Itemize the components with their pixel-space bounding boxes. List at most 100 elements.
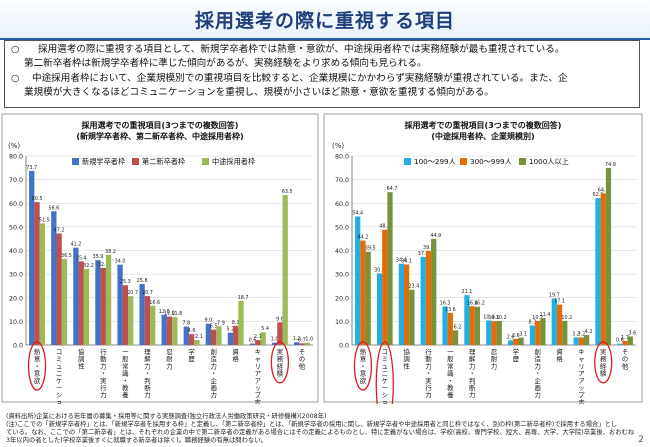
data-label: 21.1 xyxy=(461,289,472,295)
data-label: 10.1 xyxy=(489,315,500,321)
data-label: 39.8 xyxy=(423,245,434,251)
bar xyxy=(194,340,200,345)
data-label: 2.1 xyxy=(254,334,262,340)
x-tick-label: 協調性 xyxy=(403,347,410,370)
data-label: 16.6 xyxy=(149,300,160,306)
x-tick-label: 一般常識・教養 xyxy=(447,348,454,399)
bar xyxy=(496,320,502,345)
y-tick-label: 40.0 xyxy=(9,248,23,255)
data-label: 10.4 xyxy=(483,314,494,320)
data-label: 30.3 xyxy=(374,267,385,273)
bar xyxy=(56,233,62,345)
x-tick-label: 熱意・意欲 xyxy=(34,347,41,385)
bar xyxy=(535,320,541,345)
x-tick-label: 学歴 xyxy=(513,347,520,363)
data-label: 7.9 xyxy=(217,320,225,326)
y-tick-label: 60.0 xyxy=(9,201,23,208)
bar xyxy=(139,284,145,345)
bar xyxy=(117,264,123,345)
bar xyxy=(452,330,459,345)
x-tick-label: 実務経験 xyxy=(277,347,284,378)
page-title: 採用選考の際に重視する項目 xyxy=(194,10,455,32)
bar xyxy=(376,273,383,345)
x-tick-label: 行動力・実行力 xyxy=(100,347,107,399)
bar xyxy=(562,320,568,345)
x-tick-label: 学歴 xyxy=(188,347,195,363)
data-label: 62.2 xyxy=(593,192,604,198)
bar xyxy=(83,268,90,345)
data-label: 1.7 xyxy=(621,335,629,341)
bar xyxy=(39,223,45,345)
y-tick-label: 0.0 xyxy=(339,343,349,350)
data-label: 5.4 xyxy=(261,326,269,332)
data-label: 74.9 xyxy=(605,162,616,168)
data-label: 34.0 xyxy=(115,259,126,265)
data-label: 23.4 xyxy=(408,284,419,290)
data-label: 39.5 xyxy=(365,246,376,252)
bar xyxy=(486,320,492,345)
bar xyxy=(464,295,470,345)
x-tick-label: 熱意・意欲 xyxy=(360,347,367,385)
data-label: 10.2 xyxy=(532,315,543,321)
data-label: 63.5 xyxy=(282,189,293,195)
legend-swatch xyxy=(519,158,526,165)
y-tick-label: 80.0 xyxy=(335,154,349,161)
bar xyxy=(605,168,612,345)
data-label: 1.0 xyxy=(305,337,313,343)
bar xyxy=(277,322,283,345)
data-label: 9.0 xyxy=(204,318,212,324)
data-label: 48.8 xyxy=(379,224,390,230)
x-tick-label: その他 xyxy=(622,348,629,370)
summary-line: 中途採用者枠において、企業規模別での重視項目を比較すると、企業規模にかかわらず実… xyxy=(32,73,568,84)
data-label: 12.8 xyxy=(159,309,170,315)
bar xyxy=(299,343,305,345)
bar xyxy=(51,211,57,345)
data-label: 7.8 xyxy=(182,321,190,327)
bar xyxy=(365,251,371,345)
note-line: ている。なお、ここでの「第二新卒者」とは、それぞれの企業の中で第二新卒者の定義が… xyxy=(6,429,635,436)
bar xyxy=(95,260,101,345)
x-tick-label: 創造力・企画力 xyxy=(534,347,541,399)
data-label: 25.8 xyxy=(137,278,148,284)
data-label: 2.0 xyxy=(507,334,515,340)
bar xyxy=(61,258,68,345)
bar xyxy=(100,267,106,345)
data-label: 12.0 xyxy=(164,311,175,317)
data-label: 6.2 xyxy=(454,324,462,330)
chart-frame xyxy=(323,113,643,403)
bar xyxy=(211,329,217,345)
data-label: 60.5 xyxy=(32,196,43,202)
bar xyxy=(233,325,239,345)
bar xyxy=(188,334,195,345)
bar xyxy=(360,240,366,345)
legend-swatch xyxy=(132,158,139,165)
data-label: 16.3 xyxy=(440,300,451,306)
x-tick-label: 資格 xyxy=(556,347,563,363)
data-label: 5.2 xyxy=(227,327,235,333)
highlight-circle xyxy=(375,341,394,404)
legend-swatch xyxy=(72,158,79,165)
bar xyxy=(627,336,633,345)
bar xyxy=(518,337,524,345)
y-tick-label: 70.0 xyxy=(9,177,23,184)
data-label: 64.7 xyxy=(387,186,398,192)
y-tick-label: 20.0 xyxy=(9,295,23,302)
bar xyxy=(73,247,79,345)
chart-left: 採用選考での重視項目(3つまでの複数回答)(新規学卒者枠、第二新卒者枠、中途採用… xyxy=(1,113,319,404)
legend-label: 中途採用者枠 xyxy=(212,157,255,166)
legend-swatch xyxy=(202,158,209,165)
data-label: 18.7 xyxy=(238,295,249,301)
data-label: 4.6 xyxy=(188,328,196,334)
data-label: 3.6 xyxy=(628,330,636,336)
x-tick-label: 忍耐力 xyxy=(491,348,498,370)
bar xyxy=(387,192,393,345)
data-label: 25.3 xyxy=(120,279,131,285)
data-label: 19.7 xyxy=(549,292,560,298)
legend-label: 第二新卒者枠 xyxy=(142,157,185,166)
bar xyxy=(403,264,410,345)
data-label: 4.2 xyxy=(585,329,593,335)
data-label: 3.2 xyxy=(572,331,580,337)
bar xyxy=(161,314,167,345)
data-label: 38.2 xyxy=(105,249,116,255)
bar xyxy=(573,337,579,345)
